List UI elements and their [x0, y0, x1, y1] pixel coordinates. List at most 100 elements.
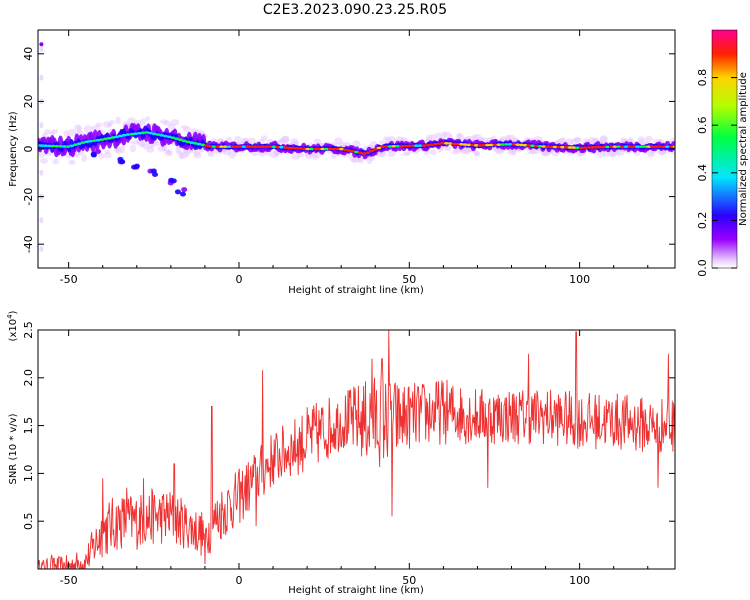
- spectrogram-ridge-mark: [432, 142, 438, 146]
- spectrogram-ridge-mark: [196, 142, 202, 146]
- spectrogram-ridge-mark: [429, 143, 434, 147]
- spectrogram-ridge-mark: [500, 143, 506, 146]
- spectrogram-ridge-mark: [46, 144, 52, 148]
- spectrogram-ridge-mark: [354, 150, 359, 154]
- spectrogram-ridge-mark: [275, 145, 281, 149]
- spectrogram-halo-mark: [81, 154, 88, 163]
- spectrogram-ridge-mark: [286, 146, 292, 150]
- spectrogram-halo-mark: [139, 118, 147, 126]
- spectrogram-halo-mark: [207, 151, 215, 158]
- spectrogram-halo-mark: [429, 149, 437, 156]
- spectrogram-halo-mark: [644, 135, 653, 143]
- spectrogram-ridge-mark: [84, 140, 90, 144]
- spectrogram-halo-mark: [144, 116, 151, 122]
- spectrogram-ridge-mark: [204, 144, 210, 147]
- spectrogram-ridge-mark: [417, 144, 423, 147]
- spectrogram-ridge-mark: [477, 144, 483, 147]
- spectrogram-branch-mark: [179, 191, 186, 197]
- spectrogram-ridge-mark: [316, 147, 322, 151]
- spectrogram-ridge-mark: [563, 146, 569, 149]
- snr-y-tick-label: 2.0: [22, 369, 35, 387]
- spectrogram-ridge-mark: [522, 143, 528, 147]
- spectrogram-ridge-mark: [496, 143, 502, 146]
- spectrogram-ridge-mark: [488, 143, 494, 147]
- spectrogram-ridge-mark: [440, 141, 446, 145]
- spectrogram-ridge-mark: [661, 145, 667, 148]
- spectrogram-ridge-mark: [327, 147, 333, 151]
- spectrogram-ridge-mark: [601, 145, 607, 149]
- spectrogram-ridge-mark: [530, 144, 536, 148]
- spectrogram-marks: [38, 42, 675, 252]
- spectrogram-panel: -50 0 50 100 -40 -20 0 20 40 Height of straight …: [8, 29, 676, 296]
- spectrogram-ridge-mark: [492, 143, 498, 147]
- spectrogram-ridge-mark: [312, 147, 318, 151]
- spectrogram-halo-mark: [139, 143, 146, 148]
- spectrogram-ridge-mark: [260, 145, 266, 148]
- spectrogram-ridge-mark: [387, 145, 393, 148]
- spectrogram-y-tick-label: -40: [22, 235, 35, 253]
- spectrogram-ridge-mark: [631, 145, 637, 148]
- spectrogram-x-tick-label: 0: [235, 273, 242, 286]
- spectrogram-halo-mark: [83, 125, 93, 134]
- spectrogram-ridge-mark: [309, 147, 314, 151]
- spectrogram-ridge-mark: [185, 140, 191, 144]
- spectrogram-ridge-mark: [279, 145, 284, 149]
- spectrogram-x-tick-label: 100: [569, 273, 590, 286]
- spectrogram-ridge-mark: [200, 143, 206, 147]
- spectrogram-ridge-mark: [668, 145, 674, 148]
- spectrogram-ridge-mark: [106, 136, 112, 140]
- spectrogram-ridge-mark: [61, 145, 67, 148]
- spectrogram-ridge-mark: [133, 132, 138, 135]
- spectrogram-halo-mark: [444, 145, 452, 152]
- snr-x-tick-label: 50: [402, 574, 416, 587]
- spectrogram-ridge-mark: [241, 145, 247, 148]
- spectrogram-ridge-mark: [518, 143, 524, 147]
- spectrogram-ridge-mark: [58, 145, 63, 148]
- snr-x-label: Height of straight line (km): [288, 585, 424, 596]
- spectrogram-halo-mark: [225, 136, 233, 141]
- spectrogram-ridge-mark: [635, 145, 640, 148]
- spectrogram-halo-mark: [52, 158, 59, 165]
- spectrogram-ridge-mark: [455, 142, 461, 146]
- spectrogram-ridge-mark: [88, 139, 93, 143]
- spectrogram-edge-mark: [39, 74, 44, 81]
- spectrogram-ridge-mark: [646, 145, 652, 148]
- spectrogram-ridge-mark: [50, 144, 56, 148]
- spectrogram-ridge-mark: [54, 144, 60, 148]
- spectrogram-halo-mark: [129, 144, 137, 153]
- spectrogram-halo-mark: [387, 151, 396, 158]
- spectrogram-edge-mark: [39, 46, 44, 53]
- spectrogram-halo-mark: [379, 140, 386, 145]
- colorbar-tick-label: 0.6: [696, 116, 709, 134]
- spectrogram-branch-mark: [168, 177, 175, 183]
- colorbar-gradient: [712, 30, 737, 268]
- spectrogram-ridge-mark: [638, 145, 644, 148]
- colorbar-tick-label: 0.0: [696, 259, 709, 277]
- figure-title: C2E3.2023.090.23.25.R05: [263, 2, 447, 18]
- spectrogram-ridge-mark: [234, 145, 239, 148]
- spectrogram-ridge-mark: [297, 147, 303, 150]
- spectrogram-ridge-mark: [436, 142, 442, 145]
- spectrogram-ridge-mark: [211, 145, 217, 148]
- spectrogram-ridge-mark: [110, 136, 116, 139]
- spectrogram-ridge-mark: [593, 145, 599, 149]
- spectrogram-halo-mark: [194, 151, 201, 156]
- spectrogram-y-tick-label: 40: [22, 47, 35, 61]
- spectrogram-ridge-mark: [395, 144, 401, 148]
- spectrogram-ridge-mark: [339, 147, 344, 151]
- spectrogram-ridge-mark: [192, 142, 198, 145]
- spectrogram-halo-mark: [260, 135, 268, 142]
- spectrogram-ridge-mark: [43, 144, 48, 148]
- spectrogram-ridge-mark: [230, 145, 236, 148]
- spectrogram-halo-mark: [251, 151, 258, 157]
- spectrogram-ridge-mark: [571, 146, 577, 149]
- snr-y-label: SNR (10 * v/v): [8, 413, 19, 484]
- spectrogram-ridge-mark: [324, 147, 329, 151]
- spectrogram-ridge-mark: [586, 146, 592, 149]
- spectrogram-ridge-mark: [507, 142, 513, 146]
- spectrogram-ridge-mark: [245, 145, 251, 148]
- spectrogram-ridge-mark: [376, 146, 382, 150]
- spectrogram-ridge-mark: [163, 134, 168, 138]
- spectrogram-halo-mark: [280, 136, 290, 144]
- spectrogram-ridge-mark: [249, 145, 254, 148]
